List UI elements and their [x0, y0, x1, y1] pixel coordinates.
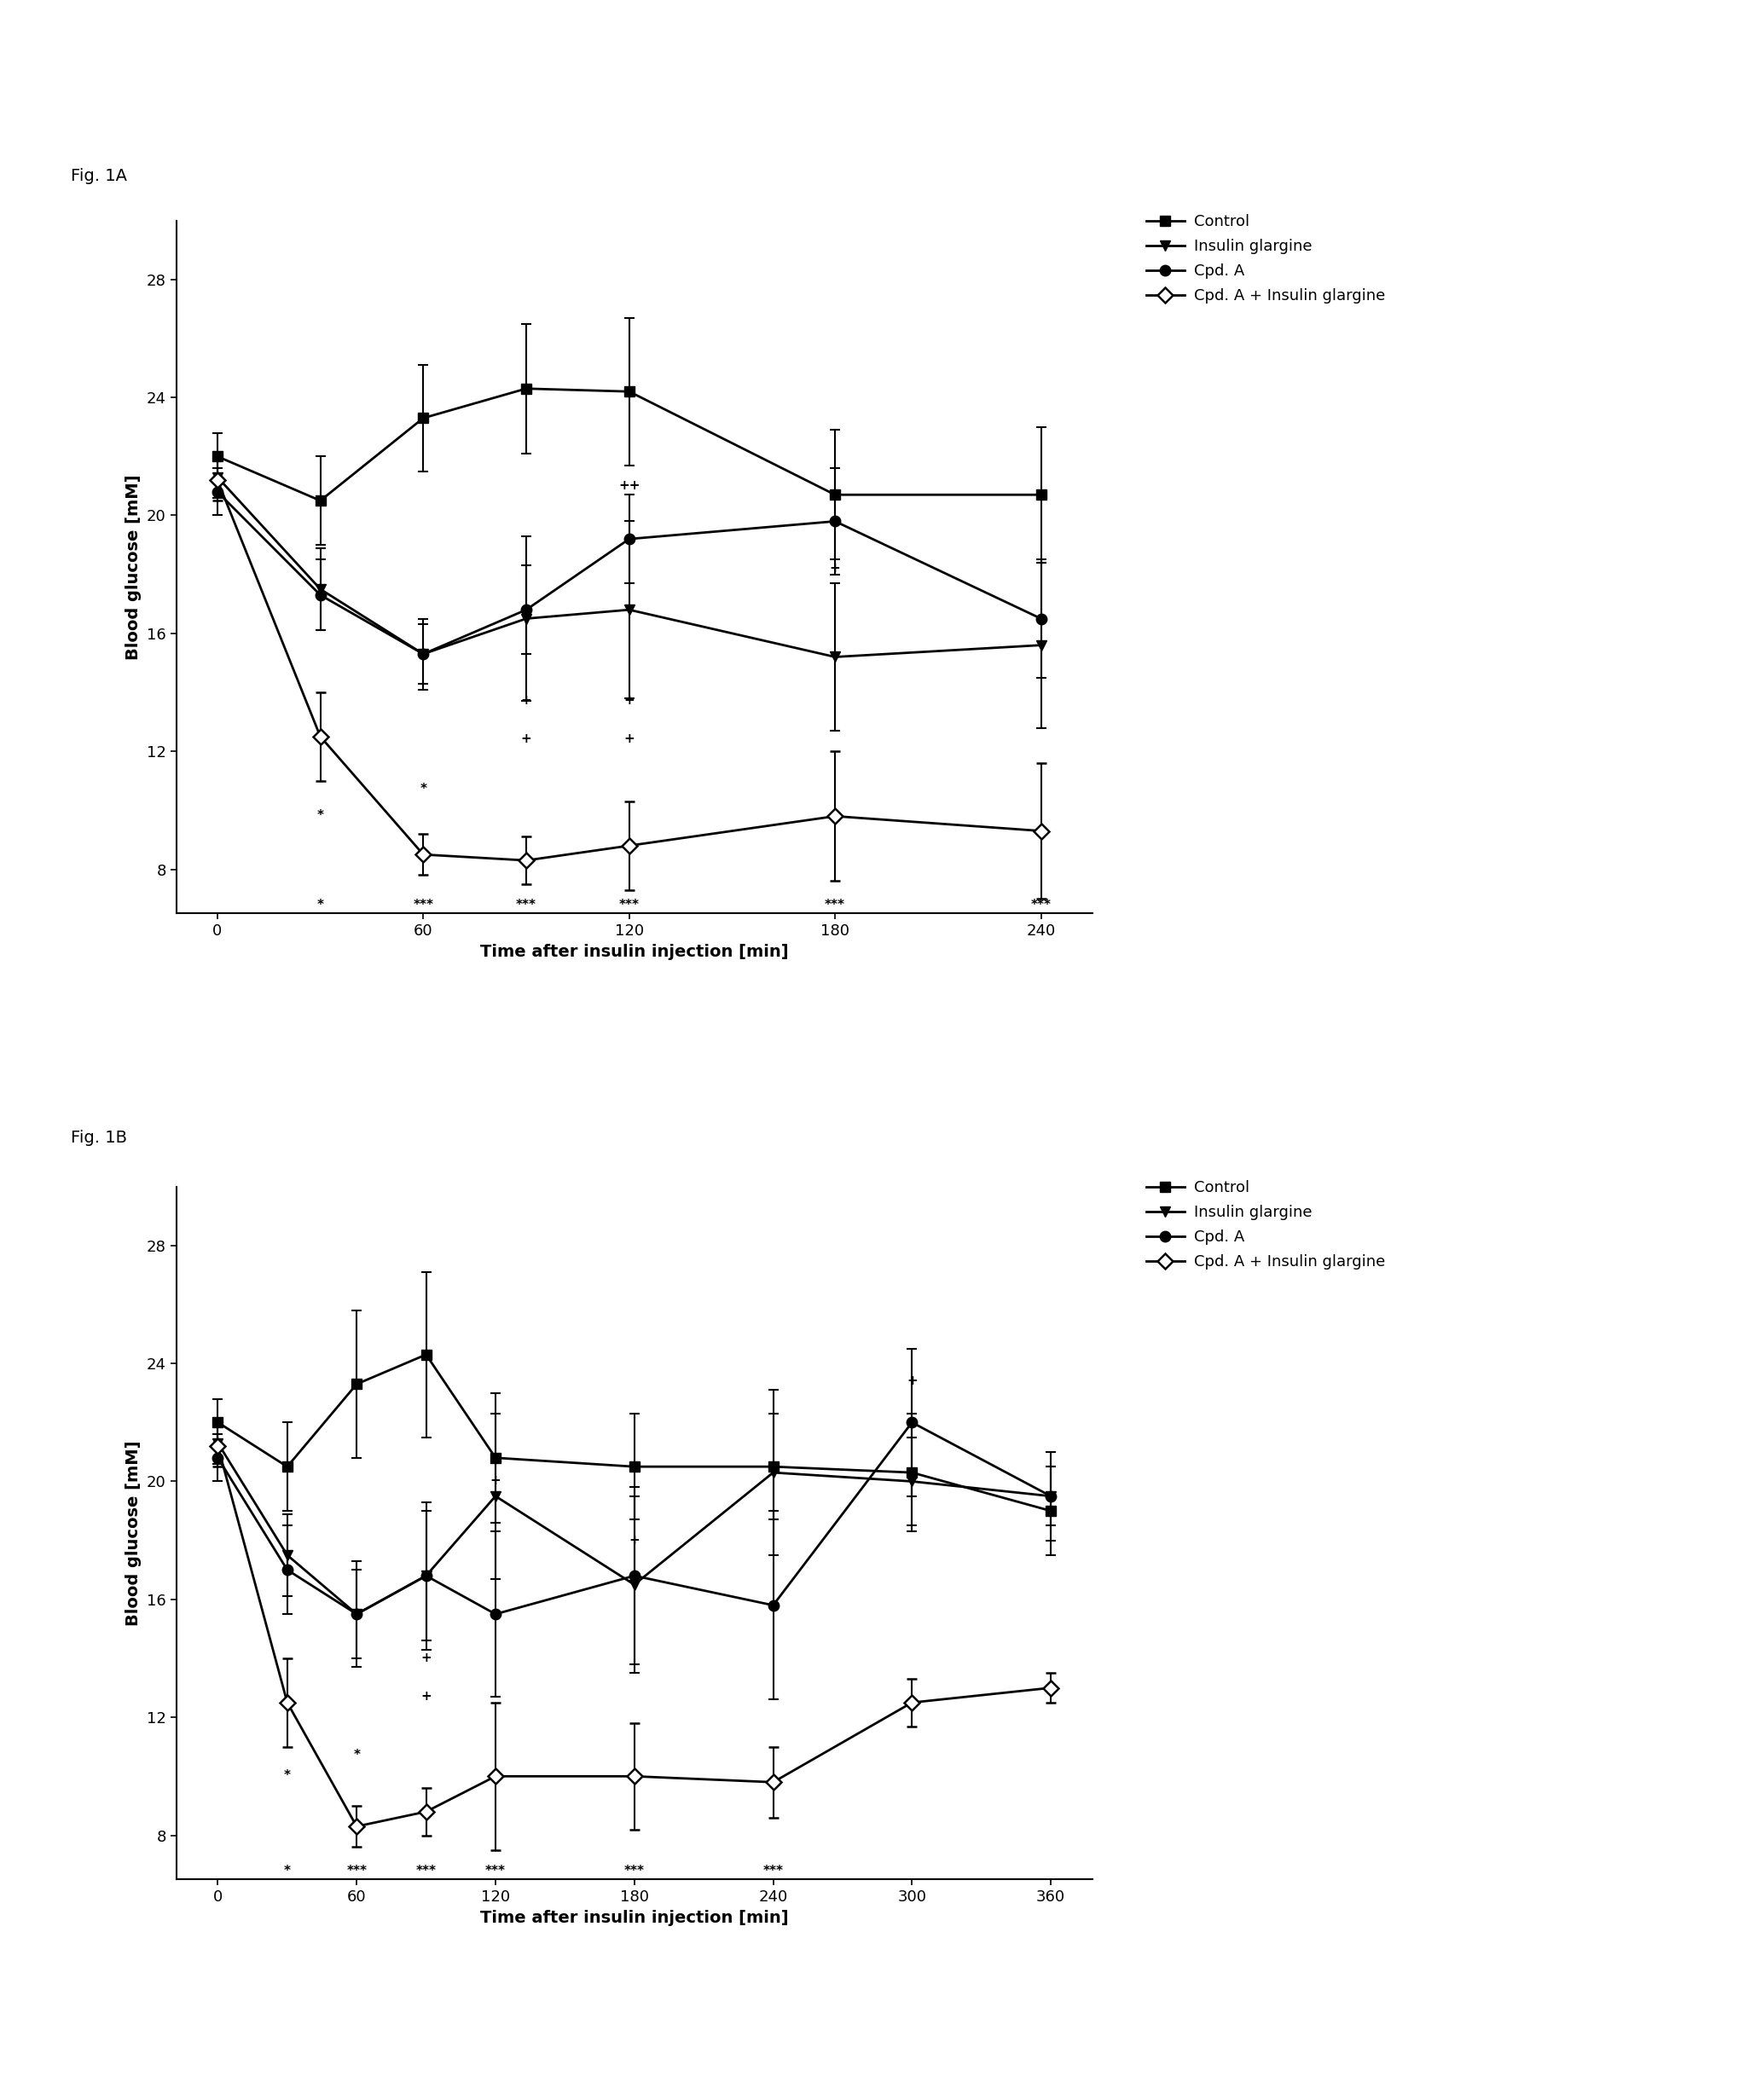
Y-axis label: Blood glucose [mM]: Blood glucose [mM]	[125, 1441, 141, 1625]
Text: Fig. 1B: Fig. 1B	[70, 1130, 127, 1147]
Text: +: +	[522, 733, 532, 746]
Text: +: +	[522, 695, 532, 708]
Legend: Control, Insulin glargine, Cpd. A, Cpd. A + Insulin glargine: Control, Insulin glargine, Cpd. A, Cpd. …	[1145, 214, 1385, 302]
Text: +: +	[421, 1651, 432, 1663]
Text: *: *	[352, 1749, 359, 1762]
Text: +: +	[490, 1474, 500, 1487]
X-axis label: Time after insulin injection [min]: Time after insulin injection [min]	[479, 943, 789, 960]
X-axis label: Time after insulin injection [min]: Time after insulin injection [min]	[479, 1909, 789, 1926]
Text: ***: ***	[624, 1865, 645, 1877]
Text: ***: ***	[516, 899, 536, 911]
Text: ***: ***	[412, 899, 433, 911]
Text: ***: ***	[416, 1865, 437, 1877]
Text: ***: ***	[825, 899, 846, 911]
Text: +: +	[624, 695, 634, 708]
Legend: Control, Insulin glargine, Cpd. A, Cpd. A + Insulin glargine: Control, Insulin glargine, Cpd. A, Cpd. …	[1145, 1180, 1385, 1268]
Text: ++: ++	[618, 479, 640, 491]
Text: ***: ***	[1031, 899, 1052, 911]
Text: *: *	[284, 1865, 291, 1877]
Text: *: *	[317, 808, 324, 821]
Text: Fig. 1A: Fig. 1A	[70, 168, 127, 185]
Text: ***: ***	[347, 1865, 366, 1877]
Text: ***: ***	[618, 899, 640, 911]
Text: *: *	[419, 783, 426, 796]
Text: ***: ***	[763, 1865, 784, 1877]
Text: +: +	[421, 1691, 432, 1703]
Text: +: +	[629, 1533, 640, 1546]
Y-axis label: Blood glucose [mM]: Blood glucose [mM]	[125, 475, 141, 659]
Text: +: +	[830, 561, 840, 575]
Text: *: *	[284, 1770, 291, 1783]
Text: +: +	[624, 733, 634, 746]
Text: +: +	[906, 1373, 918, 1386]
Text: *: *	[317, 899, 324, 911]
Text: ***: ***	[485, 1865, 506, 1877]
